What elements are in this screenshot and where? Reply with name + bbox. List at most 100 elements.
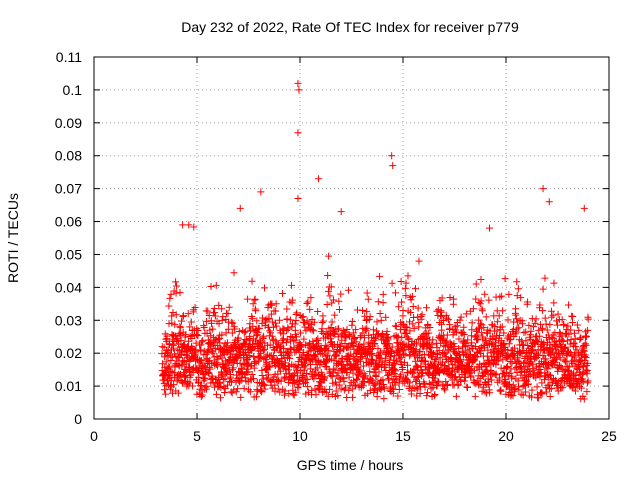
data-point xyxy=(498,323,506,331)
data-point xyxy=(188,382,196,390)
data-point xyxy=(182,351,190,359)
data-point xyxy=(354,343,362,351)
y-tick-label: 0.05 xyxy=(55,246,82,262)
data-point xyxy=(349,393,357,401)
data-point xyxy=(443,337,451,345)
data-point xyxy=(556,354,564,362)
data-point xyxy=(533,383,541,391)
data-point xyxy=(388,279,396,287)
data-point xyxy=(496,374,504,382)
data-point xyxy=(580,395,588,403)
data-point xyxy=(182,331,190,339)
data-point xyxy=(529,347,537,355)
data-point xyxy=(288,296,296,304)
data-point xyxy=(362,317,370,325)
chart-title: Day 232 of 2022, Rate Of TEC Index for r… xyxy=(181,19,519,35)
data-point xyxy=(253,317,261,325)
data-point xyxy=(510,388,518,396)
data-point xyxy=(224,325,232,333)
data-point xyxy=(399,307,407,315)
data-point xyxy=(371,335,379,343)
data-point xyxy=(485,381,493,389)
data-point xyxy=(413,374,421,382)
data-point xyxy=(444,380,452,388)
data-point xyxy=(537,321,545,329)
data-point xyxy=(352,338,360,346)
data-point xyxy=(198,357,206,365)
data-point xyxy=(179,312,187,320)
data-point xyxy=(306,305,314,313)
data-point xyxy=(409,369,417,377)
data-point xyxy=(260,346,268,354)
data-point xyxy=(223,342,231,350)
data-point xyxy=(539,307,547,315)
data-point xyxy=(512,328,520,336)
y-tick-label: 0.07 xyxy=(55,181,82,197)
data-point xyxy=(421,383,429,391)
data-point xyxy=(441,386,449,394)
data-point xyxy=(349,369,357,377)
data-point xyxy=(264,371,272,379)
data-point xyxy=(204,307,212,315)
data-point xyxy=(528,386,536,394)
data-point xyxy=(498,292,506,300)
data-point xyxy=(388,343,396,351)
data-point xyxy=(584,359,592,367)
data-point xyxy=(550,279,558,287)
data-point xyxy=(310,327,318,335)
data-point xyxy=(160,386,168,394)
data-point xyxy=(257,188,265,196)
data-point xyxy=(215,301,223,309)
data-point xyxy=(345,373,353,381)
data-point xyxy=(570,329,578,337)
data-point xyxy=(425,370,433,378)
data-point xyxy=(166,294,174,302)
data-point xyxy=(185,356,193,364)
data-point xyxy=(543,326,551,334)
data-point xyxy=(346,332,354,340)
data-point xyxy=(335,325,343,333)
data-point xyxy=(212,390,220,398)
data-point xyxy=(214,335,222,343)
data-point xyxy=(198,391,206,399)
data-point xyxy=(312,391,320,399)
data-point xyxy=(554,310,562,318)
data-point xyxy=(197,341,205,349)
data-point xyxy=(321,373,329,381)
data-point xyxy=(295,86,303,94)
data-point xyxy=(559,337,567,345)
data-point xyxy=(496,387,504,395)
data-point xyxy=(503,363,511,371)
data-point xyxy=(366,313,374,321)
data-point xyxy=(361,334,369,342)
data-point xyxy=(349,342,357,350)
data-point xyxy=(381,354,389,362)
data-point xyxy=(503,353,511,361)
data-point xyxy=(276,316,284,324)
data-point xyxy=(230,269,238,277)
data-point xyxy=(175,340,183,348)
data-point xyxy=(496,293,504,301)
data-point xyxy=(231,342,239,350)
data-point xyxy=(412,346,420,354)
data-point xyxy=(257,338,265,346)
data-point xyxy=(554,382,562,390)
data-point xyxy=(428,341,436,349)
data-point xyxy=(188,343,196,351)
data-point xyxy=(501,275,509,283)
data-point xyxy=(265,362,273,370)
y-axis: 0 0.01 0.02 0.03 0.04 0.05 0.06 0.07 0.08 0.09 0.1… xyxy=(55,49,609,427)
data-point xyxy=(430,374,438,382)
data-point xyxy=(323,300,331,308)
data-point xyxy=(465,346,473,354)
data-point xyxy=(582,332,590,340)
data-point xyxy=(418,311,426,319)
y-tick-label: 0 xyxy=(74,411,82,427)
data-point xyxy=(528,345,536,353)
data-point xyxy=(334,369,342,377)
data-point xyxy=(352,375,360,383)
data-point xyxy=(200,323,208,331)
data-point xyxy=(197,393,205,401)
data-point xyxy=(212,281,220,289)
data-point xyxy=(341,340,349,348)
